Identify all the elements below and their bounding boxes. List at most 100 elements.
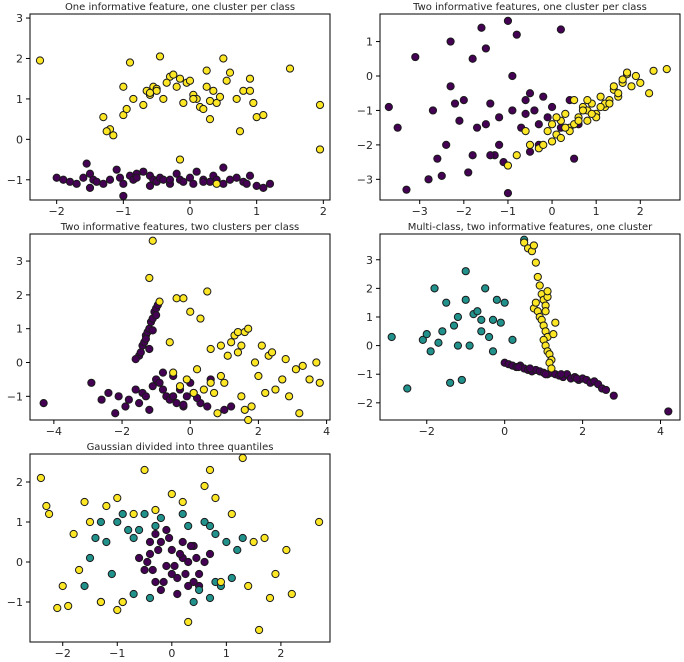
- data-point: [547, 120, 557, 129]
- data-point: [156, 537, 166, 547]
- data-point: [162, 78, 171, 87]
- data-point: [173, 589, 182, 599]
- data-point: [152, 311, 161, 320]
- data-point: [587, 109, 596, 118]
- y-tick-label: −3: [357, 173, 373, 186]
- data-point: [114, 392, 123, 401]
- data-point: [179, 294, 188, 303]
- data-point: [631, 71, 640, 81]
- data-point: [257, 341, 266, 350]
- data-point: [622, 68, 632, 77]
- chart-title: Two informative features, two clusters p…: [60, 222, 300, 233]
- data-point: [245, 171, 255, 180]
- x-tick-label: 2: [277, 647, 284, 660]
- data-point: [206, 378, 215, 387]
- x-tick-label: 0: [187, 425, 194, 438]
- data-point: [530, 106, 539, 115]
- x-tick-label: −2: [55, 647, 71, 660]
- data-point: [503, 189, 513, 198]
- data-point: [131, 355, 140, 364]
- data-point: [240, 405, 249, 414]
- data-point: [145, 537, 155, 547]
- data-point: [184, 617, 193, 627]
- data-point: [87, 378, 96, 387]
- data-point: [220, 378, 229, 387]
- data-point: [514, 362, 523, 372]
- data-point: [543, 127, 552, 136]
- data-point: [541, 307, 550, 316]
- data-point: [141, 392, 151, 401]
- data-point: [151, 521, 160, 531]
- data-point: [165, 175, 175, 184]
- data-point: [222, 537, 231, 547]
- data-point: [551, 318, 560, 327]
- data-point: [97, 395, 106, 404]
- data-point: [154, 545, 163, 555]
- data-point: [172, 294, 181, 303]
- data-point: [52, 173, 61, 182]
- data-point: [159, 175, 168, 184]
- data-point: [261, 388, 270, 398]
- data-point: [244, 415, 253, 425]
- data-point: [205, 115, 215, 124]
- data-point: [411, 52, 420, 62]
- subplot-2: Two informative features, one cluster pe…: [342, 0, 684, 220]
- data-point: [387, 332, 396, 342]
- x-tick-label: 2: [637, 205, 644, 218]
- data-point: [227, 402, 236, 411]
- data-point: [503, 161, 513, 170]
- data-point: [259, 110, 268, 120]
- data-point: [278, 375, 287, 384]
- data-point: [107, 569, 116, 579]
- data-point: [477, 23, 486, 32]
- data-point: [219, 54, 228, 63]
- y-tick-label: 1: [16, 93, 23, 106]
- data-point: [484, 332, 494, 342]
- data-point: [145, 405, 154, 414]
- data-point: [492, 295, 501, 304]
- data-point: [175, 155, 185, 164]
- data-point: [495, 140, 504, 149]
- y-tick-label: −2: [357, 139, 373, 152]
- data-point: [189, 179, 198, 188]
- data-point: [314, 517, 324, 527]
- data-point: [583, 96, 592, 105]
- data-point: [434, 338, 443, 347]
- data-point: [512, 30, 521, 39]
- data-point: [189, 597, 198, 607]
- data-point: [267, 348, 277, 357]
- data-point: [238, 533, 247, 543]
- data-point: [232, 94, 241, 104]
- data-point: [219, 163, 228, 172]
- data-point: [140, 565, 149, 575]
- data-point: [287, 589, 296, 599]
- data-point: [433, 154, 442, 163]
- data-point: [39, 398, 48, 408]
- data-point: [557, 370, 566, 379]
- data-point: [254, 625, 264, 635]
- y-tick-label: 0: [16, 357, 23, 370]
- data-point: [99, 179, 108, 188]
- data-point: [464, 168, 473, 177]
- data-point: [113, 605, 122, 615]
- data-point: [486, 99, 495, 108]
- data-point: [213, 409, 222, 418]
- data-point: [178, 497, 187, 507]
- data-point: [549, 330, 558, 339]
- data-point: [203, 402, 212, 411]
- data-point: [200, 557, 209, 567]
- data-point: [393, 123, 402, 132]
- data-point: [242, 179, 251, 188]
- data-point: [148, 565, 157, 575]
- data-point: [115, 173, 125, 182]
- data-point: [205, 465, 215, 475]
- data-point: [202, 82, 211, 91]
- data-point: [172, 169, 181, 178]
- data-point: [453, 312, 463, 322]
- data-point: [205, 521, 215, 531]
- data-point: [205, 96, 215, 106]
- data-point: [192, 167, 201, 176]
- data-point: [196, 314, 205, 323]
- data-point: [232, 173, 241, 182]
- chart-title: Multi-class, two informative features, o…: [408, 222, 653, 233]
